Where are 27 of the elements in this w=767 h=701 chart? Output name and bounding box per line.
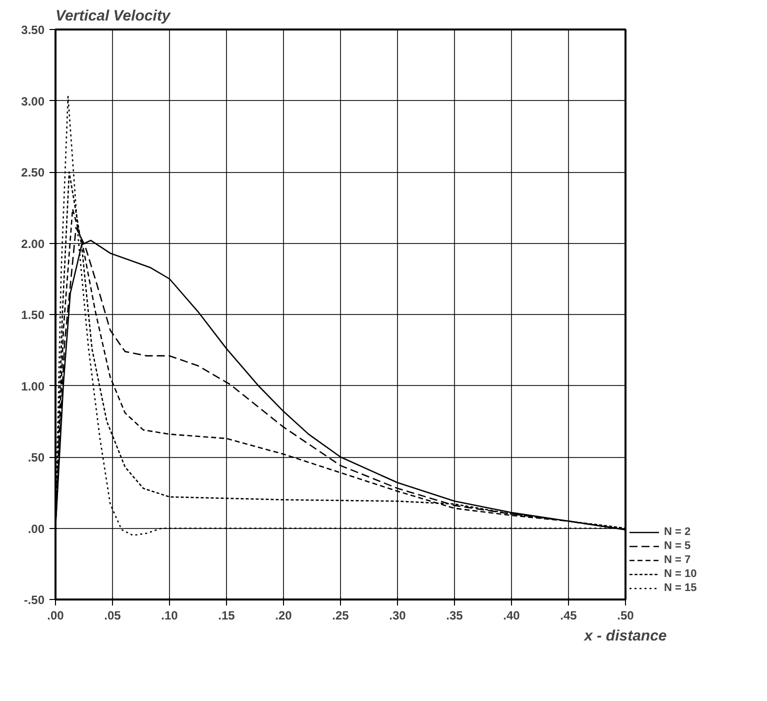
y-tick-label: 3.50 — [21, 23, 45, 37]
x-tick-label: .20 — [275, 608, 292, 622]
y-tick-label: 2.50 — [21, 166, 45, 180]
y-tick-label: 1.50 — [21, 308, 45, 322]
x-tick-label: .50 — [617, 608, 634, 622]
x-tick-label: .35 — [446, 608, 464, 622]
x-axis-title: x - distance — [583, 628, 667, 644]
x-tick-label: .05 — [104, 608, 122, 622]
x-tick-label: .00 — [47, 608, 64, 622]
y-tick-label: 2.00 — [21, 236, 45, 251]
y-tick-label: -.50 — [24, 593, 45, 607]
chart-title: Vertical Velocity — [56, 8, 171, 24]
x-tick-label: .45 — [560, 608, 578, 622]
legend-label: N = 2 — [664, 525, 691, 539]
legend-label: N = 7 — [664, 553, 691, 567]
x-tick-label: .10 — [161, 608, 178, 622]
y-tick-label: .50 — [28, 450, 45, 464]
x-tick-label: .15 — [218, 608, 236, 622]
legend-label: N = 15 — [664, 581, 697, 595]
y-tick-label: .00 — [28, 522, 45, 536]
legend-label: N = 5 — [664, 539, 691, 553]
y-tick-label: 3.00 — [21, 94, 45, 108]
x-tick-label: .40 — [503, 608, 520, 622]
x-tick-label: .25 — [332, 608, 350, 622]
x-tick-label: .30 — [389, 608, 406, 622]
y-tick-label: 1.00 — [21, 379, 45, 394]
legend-label: N = 10 — [664, 567, 697, 581]
